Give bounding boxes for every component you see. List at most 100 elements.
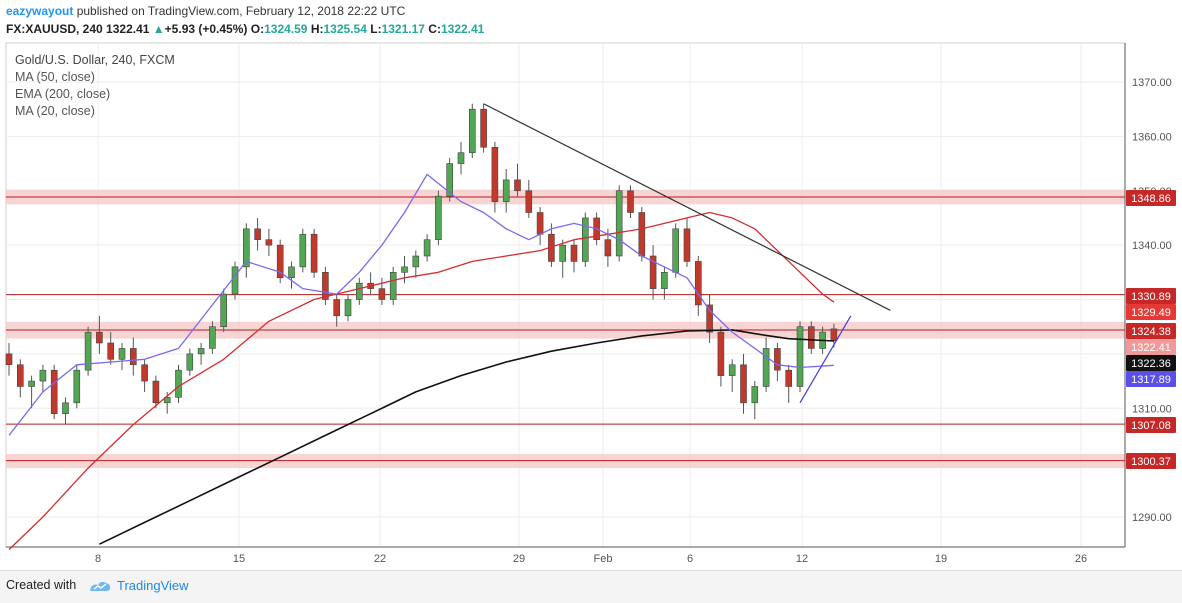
candle-body	[118, 348, 126, 360]
candle-body	[774, 348, 781, 371]
created-with-label: Created with	[6, 578, 77, 592]
candle-body	[559, 244, 567, 262]
candle-body	[672, 228, 680, 273]
price-change: +5.93 (+0.45%)	[164, 22, 248, 36]
candle-body	[197, 348, 205, 355]
candle-body	[423, 239, 431, 257]
time-tick-label: Feb	[594, 553, 613, 565]
candle-body	[627, 190, 634, 213]
candle-body	[299, 233, 307, 268]
candle-body	[322, 272, 329, 300]
time-tick-label: 22	[374, 553, 386, 565]
candle-body	[39, 369, 47, 382]
candle-body	[638, 212, 646, 257]
last-price: 1322.41	[106, 22, 150, 36]
chart-area[interactable]: 1290.001300.001310.001320.001330.001340.…	[0, 42, 1182, 570]
price-badge-label: 1348.86	[1131, 193, 1171, 205]
candle-body	[830, 328, 838, 342]
candle-body	[683, 228, 691, 262]
ema200-line	[99, 329, 834, 545]
published-text: published on TradingView.com, February 1…	[76, 4, 406, 18]
ascending-support-line	[799, 315, 852, 404]
price-badge	[1126, 371, 1176, 387]
price-badge	[1126, 355, 1176, 371]
ma20-line	[8, 173, 834, 436]
price-badge	[1126, 304, 1176, 320]
open-label: O:	[250, 22, 265, 36]
candle-body	[457, 152, 465, 164]
candle-body	[84, 331, 92, 371]
price-tick-label: 1290.00	[1132, 512, 1172, 524]
candle-body	[355, 282, 363, 300]
candle-body	[514, 179, 521, 192]
candle-body	[649, 255, 657, 289]
price-tick-label: 1340.00	[1132, 240, 1172, 252]
price-badge	[1126, 453, 1176, 469]
candle-body	[186, 353, 194, 371]
price-tick-label: 1360.00	[1132, 131, 1172, 143]
price-badge-label: 1307.08	[1131, 420, 1171, 432]
candle-body	[310, 233, 318, 273]
candle-body	[401, 266, 408, 273]
candle-body	[728, 364, 736, 376]
ma50-line	[8, 211, 835, 551]
candle-body	[5, 353, 13, 366]
candle-body	[107, 342, 114, 360]
candle-body	[785, 369, 793, 387]
candle-body	[288, 266, 295, 279]
candle-body	[16, 364, 24, 387]
candle-body	[28, 380, 35, 387]
candle-body	[96, 331, 103, 344]
price-badge-label: 1324.38	[1131, 326, 1171, 338]
trend-lines	[483, 103, 891, 404]
candle-body	[389, 272, 397, 300]
candle-body	[536, 212, 544, 235]
candle-body	[412, 255, 420, 268]
candle-body	[581, 217, 589, 262]
price-badge-label: 1322.36	[1131, 358, 1171, 370]
legend-title: Gold/U.S. Dollar, 240, FXCM	[15, 53, 175, 67]
price-chart[interactable]: 1290.001300.001310.001320.001330.001340.…	[0, 42, 1182, 570]
candle-body	[141, 364, 148, 382]
candle-body	[480, 108, 487, 148]
candle-body	[502, 179, 510, 202]
open-value: 1324.59	[264, 22, 308, 36]
symbol-ohlc-line: FX:XAUUSD, 240 1322.41 ▲+5.93 (+0.45%) O…	[6, 22, 484, 36]
candle-body	[265, 239, 273, 246]
candle-body	[276, 244, 284, 279]
candle-body	[231, 266, 239, 295]
tradingview-brand-link[interactable]: TradingView	[117, 578, 189, 593]
price-badge-label: 1330.89	[1131, 291, 1171, 303]
legend-ema200[interactable]: EMA (200, close)	[15, 87, 111, 101]
author-link[interactable]: eazywayout	[6, 4, 74, 18]
time-tick-label: 19	[935, 553, 947, 565]
close-value: 1322.41	[440, 22, 485, 36]
candle-body	[615, 190, 623, 257]
symbol-label[interactable]: FX:XAUUSD, 240	[6, 22, 103, 36]
candle-body	[254, 228, 261, 240]
price-badge	[1126, 417, 1176, 433]
tradingview-logo-icon[interactable]	[88, 577, 112, 593]
descending-resistance-line	[483, 103, 891, 311]
price-badge-label: 1329.49	[1131, 307, 1171, 319]
chart-header: eazywayout published on TradingView.com,…	[0, 0, 1182, 42]
candle-body	[807, 326, 815, 349]
high-value: 1325.54	[323, 22, 367, 36]
chart-legend: Gold/U.S. Dollar, 240, FXCM MA (50, clos…	[15, 52, 175, 120]
legend-ma50[interactable]: MA (50, close)	[15, 70, 95, 84]
price-tick-label: 1370.00	[1132, 77, 1172, 89]
candle-body	[50, 369, 58, 414]
candle-body	[220, 293, 227, 327]
price-badge	[1126, 339, 1176, 355]
price-badge	[1126, 190, 1176, 206]
price-badge-label: 1322.41	[1131, 342, 1171, 354]
high-label: H:	[310, 22, 324, 36]
candles	[5, 103, 838, 425]
candle-body	[378, 288, 386, 300]
candle-body	[762, 348, 770, 387]
candle-body	[209, 326, 216, 349]
price-badge-label: 1300.37	[1131, 456, 1171, 468]
candle-body	[491, 146, 499, 202]
time-axis[interactable]: 8 15 22 29 Feb 6 12 19 26	[95, 553, 1087, 565]
legend-ma20[interactable]: MA (20, close)	[15, 104, 95, 118]
